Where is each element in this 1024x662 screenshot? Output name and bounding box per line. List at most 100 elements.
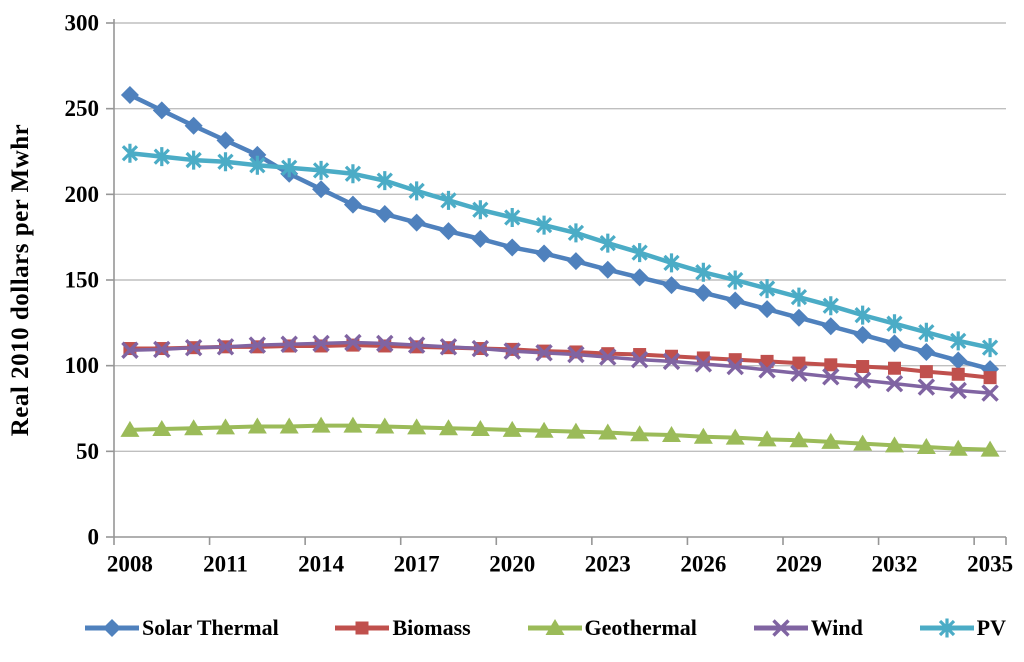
solar-thermal-marker-2022 — [566, 252, 585, 271]
solar-thermal-marker-2014 — [312, 180, 331, 199]
x-axis-labels: 2008 2011 2014 2017 2020 2023 2026 2029 2032 2035 — [107, 552, 1013, 577]
y-tick-label-250: 250 — [65, 96, 100, 121]
pv-marker-2033 — [918, 322, 935, 342]
y-tick-label-0: 0 — [88, 525, 100, 550]
pv-marker-2023 — [599, 233, 616, 253]
wind-marker-2015 — [344, 333, 362, 352]
wind-marker-2029 — [790, 364, 808, 383]
solar-thermal-marker-2032 — [885, 334, 904, 353]
wind-marker-2026 — [694, 355, 713, 373]
pv-marker-2024 — [631, 243, 648, 263]
pv-marker-2026 — [695, 262, 712, 282]
wind-marker-2025 — [662, 352, 681, 371]
wind-marker-2019 — [471, 339, 490, 358]
geothermal-marker-2017 — [407, 418, 427, 435]
solar-thermal-marker-2031 — [853, 325, 872, 344]
pv-marker-2012 — [249, 155, 266, 175]
solar-thermal-marker-2027 — [726, 291, 745, 310]
x-tick-label-2020: 2020 — [489, 552, 535, 577]
pv-marker-2027 — [727, 270, 744, 290]
pv-marker-2008 — [121, 143, 139, 163]
wind-marker-2018 — [439, 338, 458, 356]
pv-marker-2035 — [981, 338, 999, 358]
plot-series — [120, 85, 1000, 457]
biomass-marker-2034 — [951, 367, 965, 381]
solar-thermal-marker-2026 — [694, 283, 713, 302]
pv-marker-2025 — [663, 253, 680, 273]
geothermal-marker-2022 — [566, 422, 586, 439]
y-axis-ticks — [106, 22, 114, 538]
geothermal-marker-2028 — [757, 430, 777, 447]
solar-thermal-marker-2011 — [216, 131, 235, 150]
wind-marker-2024 — [630, 350, 649, 369]
wind-marker-2035 — [981, 384, 999, 402]
pv-marker-2009 — [153, 147, 170, 167]
solar-thermal-marker-2028 — [758, 300, 777, 319]
y-tick-label-150: 150 — [65, 268, 100, 293]
wind-marker-2021 — [535, 344, 553, 362]
legend-item-pv: PV — [919, 615, 1006, 641]
legend-item-solar-thermal: Solar Thermal — [84, 615, 279, 641]
wind-marker-2016 — [376, 334, 394, 353]
solar-thermal-marker-2015 — [343, 195, 362, 214]
solar-thermal-marker-2023 — [598, 260, 617, 279]
solar-thermal-marker-2016 — [375, 205, 394, 224]
pv-marker-2016 — [376, 171, 393, 191]
solar-thermal-marker-2018 — [439, 222, 458, 241]
series-wind-line — [129, 340, 991, 395]
wind-marker-2022 — [567, 345, 585, 364]
solar-thermal-marker-2009 — [152, 101, 171, 120]
legend-label-wind: Wind — [810, 615, 863, 640]
pv-marker-2017 — [408, 181, 425, 201]
biomass-marker-2031 — [856, 360, 870, 374]
legend-item-wind: Wind — [753, 615, 863, 641]
solar-thermal-marker-2017 — [407, 213, 426, 232]
geothermal-marker-2021 — [534, 421, 554, 438]
axes — [113, 19, 1006, 538]
solar-thermal-marker-2020 — [503, 238, 522, 257]
legend-item-geothermal: Geothermal — [527, 615, 697, 641]
wind-marker-2011 — [216, 338, 235, 356]
geothermal-marker-2027 — [725, 428, 745, 445]
pv-marker-2032 — [886, 314, 903, 334]
pv-marker-2031 — [854, 305, 871, 325]
pv-marker-2021 — [535, 215, 553, 235]
geothermal-marker-2034 — [948, 439, 968, 456]
geothermal-marker-2020 — [502, 420, 522, 437]
pv-marker-2014 — [312, 160, 330, 180]
solar-thermal-marker-2019 — [471, 229, 490, 248]
series-geothermal — [120, 416, 1000, 457]
y-axis-title: Real 2010 dollars per Mwhr — [7, 124, 34, 437]
geothermal-marker-2026 — [693, 427, 713, 444]
legend-item-biomass: Biomass — [334, 615, 471, 641]
wind-marker-2013 — [280, 335, 298, 353]
x-tick-label-2035: 2035 — [967, 552, 1013, 577]
biomass-marker-2029 — [792, 356, 806, 370]
geothermal-marker-2011 — [216, 418, 235, 435]
geothermal-marker-2018 — [439, 419, 458, 436]
pv-marker-2013 — [281, 158, 298, 178]
legend-label-solar-thermal: Solar Thermal — [142, 615, 279, 640]
wind-marker-2032 — [885, 374, 904, 393]
pv-marker-2019 — [472, 200, 489, 220]
pv-marker-2020 — [504, 207, 521, 227]
wind-marker-2028 — [758, 361, 776, 379]
wind-marker-2009 — [153, 340, 171, 359]
solar-thermal-marker-2033 — [917, 342, 936, 361]
wind-marker-2010 — [184, 338, 203, 357]
series-solar-thermal — [120, 85, 1000, 379]
geothermal-marker-2014 — [311, 416, 331, 433]
legend-marker-biomass-square-icon — [335, 621, 390, 635]
x-tick-label-2023: 2023 — [585, 552, 631, 577]
biomass-marker-2030 — [824, 358, 838, 372]
legend-label-pv: PV — [976, 615, 1006, 640]
y-tick-label-200: 200 — [65, 182, 100, 207]
wind-marker-2033 — [917, 378, 936, 396]
x-axis-ticks — [113, 537, 1007, 545]
biomass-marker-2035 — [983, 371, 997, 385]
pv-marker-2034 — [950, 331, 967, 351]
pv-marker-2022 — [567, 223, 585, 243]
x-tick-label-2026: 2026 — [680, 552, 726, 577]
series-geothermal-line — [129, 423, 991, 452]
